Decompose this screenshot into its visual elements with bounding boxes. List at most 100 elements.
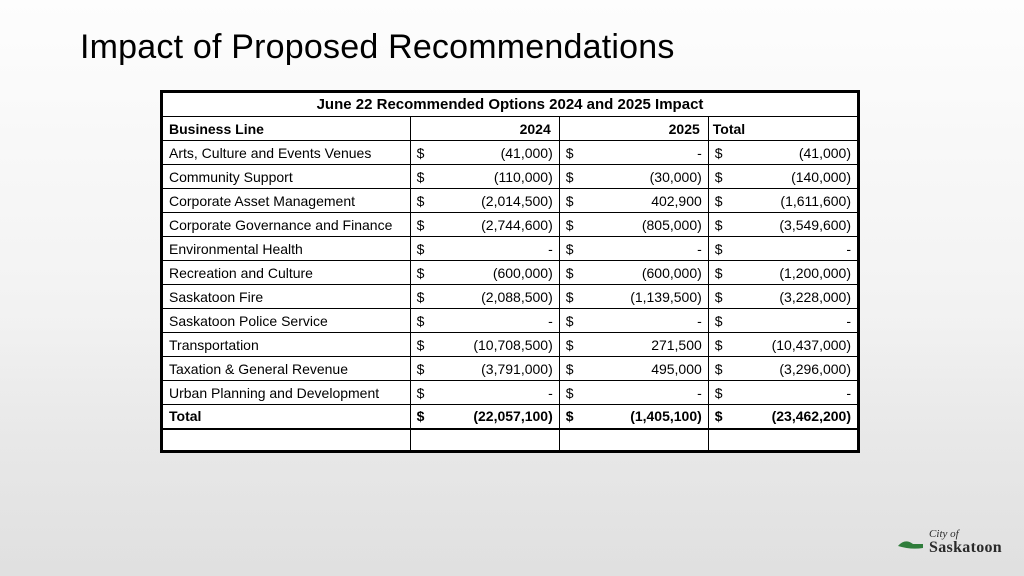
col-header-business-line: Business Line [163, 117, 411, 141]
money-cell: $(1,405,100) [559, 405, 708, 429]
currency-symbol: $ [564, 361, 574, 377]
money-cell: $ (1,200,000) [708, 261, 857, 285]
currency-symbol: $ [564, 385, 574, 401]
money-value: - [846, 241, 853, 257]
money-cell: $ (2,088,500) [410, 285, 559, 309]
money-cell: $ (600,000) [410, 261, 559, 285]
money-value: - [548, 313, 555, 329]
money-value: (2,088,500) [481, 289, 555, 305]
money-cell: $ (41,000) [708, 141, 857, 165]
money-value: (41,000) [799, 145, 853, 161]
currency-symbol: $ [415, 289, 425, 305]
money-cell: $(22,057,100) [410, 405, 559, 429]
currency-symbol: $ [713, 145, 723, 161]
currency-symbol: $ [564, 169, 574, 185]
business-line-cell: Environmental Health [163, 237, 411, 261]
money-cell: $- [559, 381, 708, 405]
table-row: Transportation$(10,708,500)$271,500$(10,… [163, 333, 858, 357]
business-line-cell: Taxation & General Revenue [163, 357, 411, 381]
money-value: (10,708,500) [473, 337, 554, 353]
table-row: Corporate Governance and Finance$(2,744,… [163, 213, 858, 237]
currency-symbol: $ [564, 289, 574, 305]
currency-symbol: $ [713, 217, 723, 233]
money-cell: $(10,437,000) [708, 333, 857, 357]
currency-symbol: $ [713, 313, 723, 329]
currency-symbol: $ [713, 169, 723, 185]
currency-symbol: $ [713, 385, 723, 401]
money-value: - [548, 385, 555, 401]
table-row: Arts, Culture and Events Venues$(41,000)… [163, 141, 858, 165]
money-value: (10,437,000) [772, 337, 853, 353]
currency-symbol: $ [415, 337, 425, 353]
money-cell: $- [708, 381, 857, 405]
money-value: (30,000) [650, 169, 704, 185]
currency-symbol: $ [564, 217, 574, 233]
money-cell: $- [708, 237, 857, 261]
money-cell: $ (30,000) [559, 165, 708, 189]
money-value: (3,549,600) [779, 217, 853, 233]
currency-symbol: $ [415, 217, 425, 233]
table-row: Taxation & General Revenue$(3,791,000)$4… [163, 357, 858, 381]
money-value: - [846, 313, 853, 329]
money-cell: $ (3,549,600) [708, 213, 857, 237]
business-line-cell: Arts, Culture and Events Venues [163, 141, 411, 165]
money-cell: $ (10,708,500) [410, 333, 559, 357]
table-header-row: Business Line 2024 2025 Total [163, 117, 858, 141]
impact-table: June 22 Recommended Options 2024 and 202… [162, 92, 858, 451]
impact-table-container: June 22 Recommended Options 2024 and 202… [160, 90, 860, 453]
money-value: (2,014,500) [481, 193, 555, 209]
logo-mark-icon [897, 536, 923, 550]
money-value: - [548, 241, 555, 257]
money-value: 271,500 [651, 337, 704, 353]
money-cell: $ (140,000) [708, 165, 857, 189]
money-cell: $(1,611,600) [708, 189, 857, 213]
logo-text: City of Saskatoon [929, 529, 1002, 556]
money-value: - [697, 385, 704, 401]
money-cell: $ (41,000) [410, 141, 559, 165]
money-cell: $402,900 [559, 189, 708, 213]
money-cell: $(3,228,000) [708, 285, 857, 309]
currency-symbol: $ [415, 265, 425, 281]
money-cell: $(600,000) [559, 261, 708, 285]
currency-symbol: $ [713, 193, 723, 209]
money-value: - [846, 385, 853, 401]
money-value: (3,296,000) [779, 361, 853, 377]
money-cell: $(110,000) [410, 165, 559, 189]
currency-symbol: $ [415, 145, 425, 161]
money-value: (140,000) [791, 169, 853, 185]
total-label-cell: Total [163, 405, 411, 429]
col-header-total: Total [708, 117, 857, 141]
money-cell: $- [559, 237, 708, 261]
money-cell: $271,500 [559, 333, 708, 357]
money-cell: $(2,744,600) [410, 213, 559, 237]
table-row: Community Support$(110,000) $ (30,000) $ (14… [163, 165, 858, 189]
money-value: (1,139,500) [630, 289, 704, 305]
money-value: (600,000) [493, 265, 555, 281]
currency-symbol: $ [564, 408, 574, 424]
currency-symbol: $ [564, 313, 574, 329]
table-row: Saskatoon Police Service$-$-$- [163, 309, 858, 333]
business-line-cell: Urban Planning and Development [163, 381, 411, 405]
currency-symbol: $ [713, 265, 723, 281]
col-header-2024: 2024 [410, 117, 559, 141]
money-value: (3,791,000) [481, 361, 555, 377]
business-line-cell: Recreation and Culture [163, 261, 411, 285]
money-cell: $- [559, 141, 708, 165]
business-line-cell: Corporate Governance and Finance [163, 213, 411, 237]
money-value: 402,900 [651, 193, 704, 209]
currency-symbol: $ [713, 289, 723, 305]
business-line-cell: Community Support [163, 165, 411, 189]
city-logo: City of Saskatoon [897, 529, 1002, 556]
money-value: (41,000) [501, 145, 555, 161]
money-value: (110,000) [494, 169, 555, 185]
currency-symbol: $ [713, 408, 723, 424]
table-row: Recreation and Culture$(600,000)$(600,00… [163, 261, 858, 285]
table-row: Environmental Health$-$-$- [163, 237, 858, 261]
money-value: (1,200,000) [779, 265, 853, 281]
page-title: Impact of Proposed Recommendations [80, 28, 675, 67]
table-total-row: Total$(22,057,100)$(1,405,100)$(23,462,2… [163, 405, 858, 429]
money-value: (22,057,100) [473, 408, 554, 424]
table-spacer-row [163, 429, 858, 451]
business-line-cell: Saskatoon Fire [163, 285, 411, 309]
money-value: (805,000) [642, 217, 704, 233]
